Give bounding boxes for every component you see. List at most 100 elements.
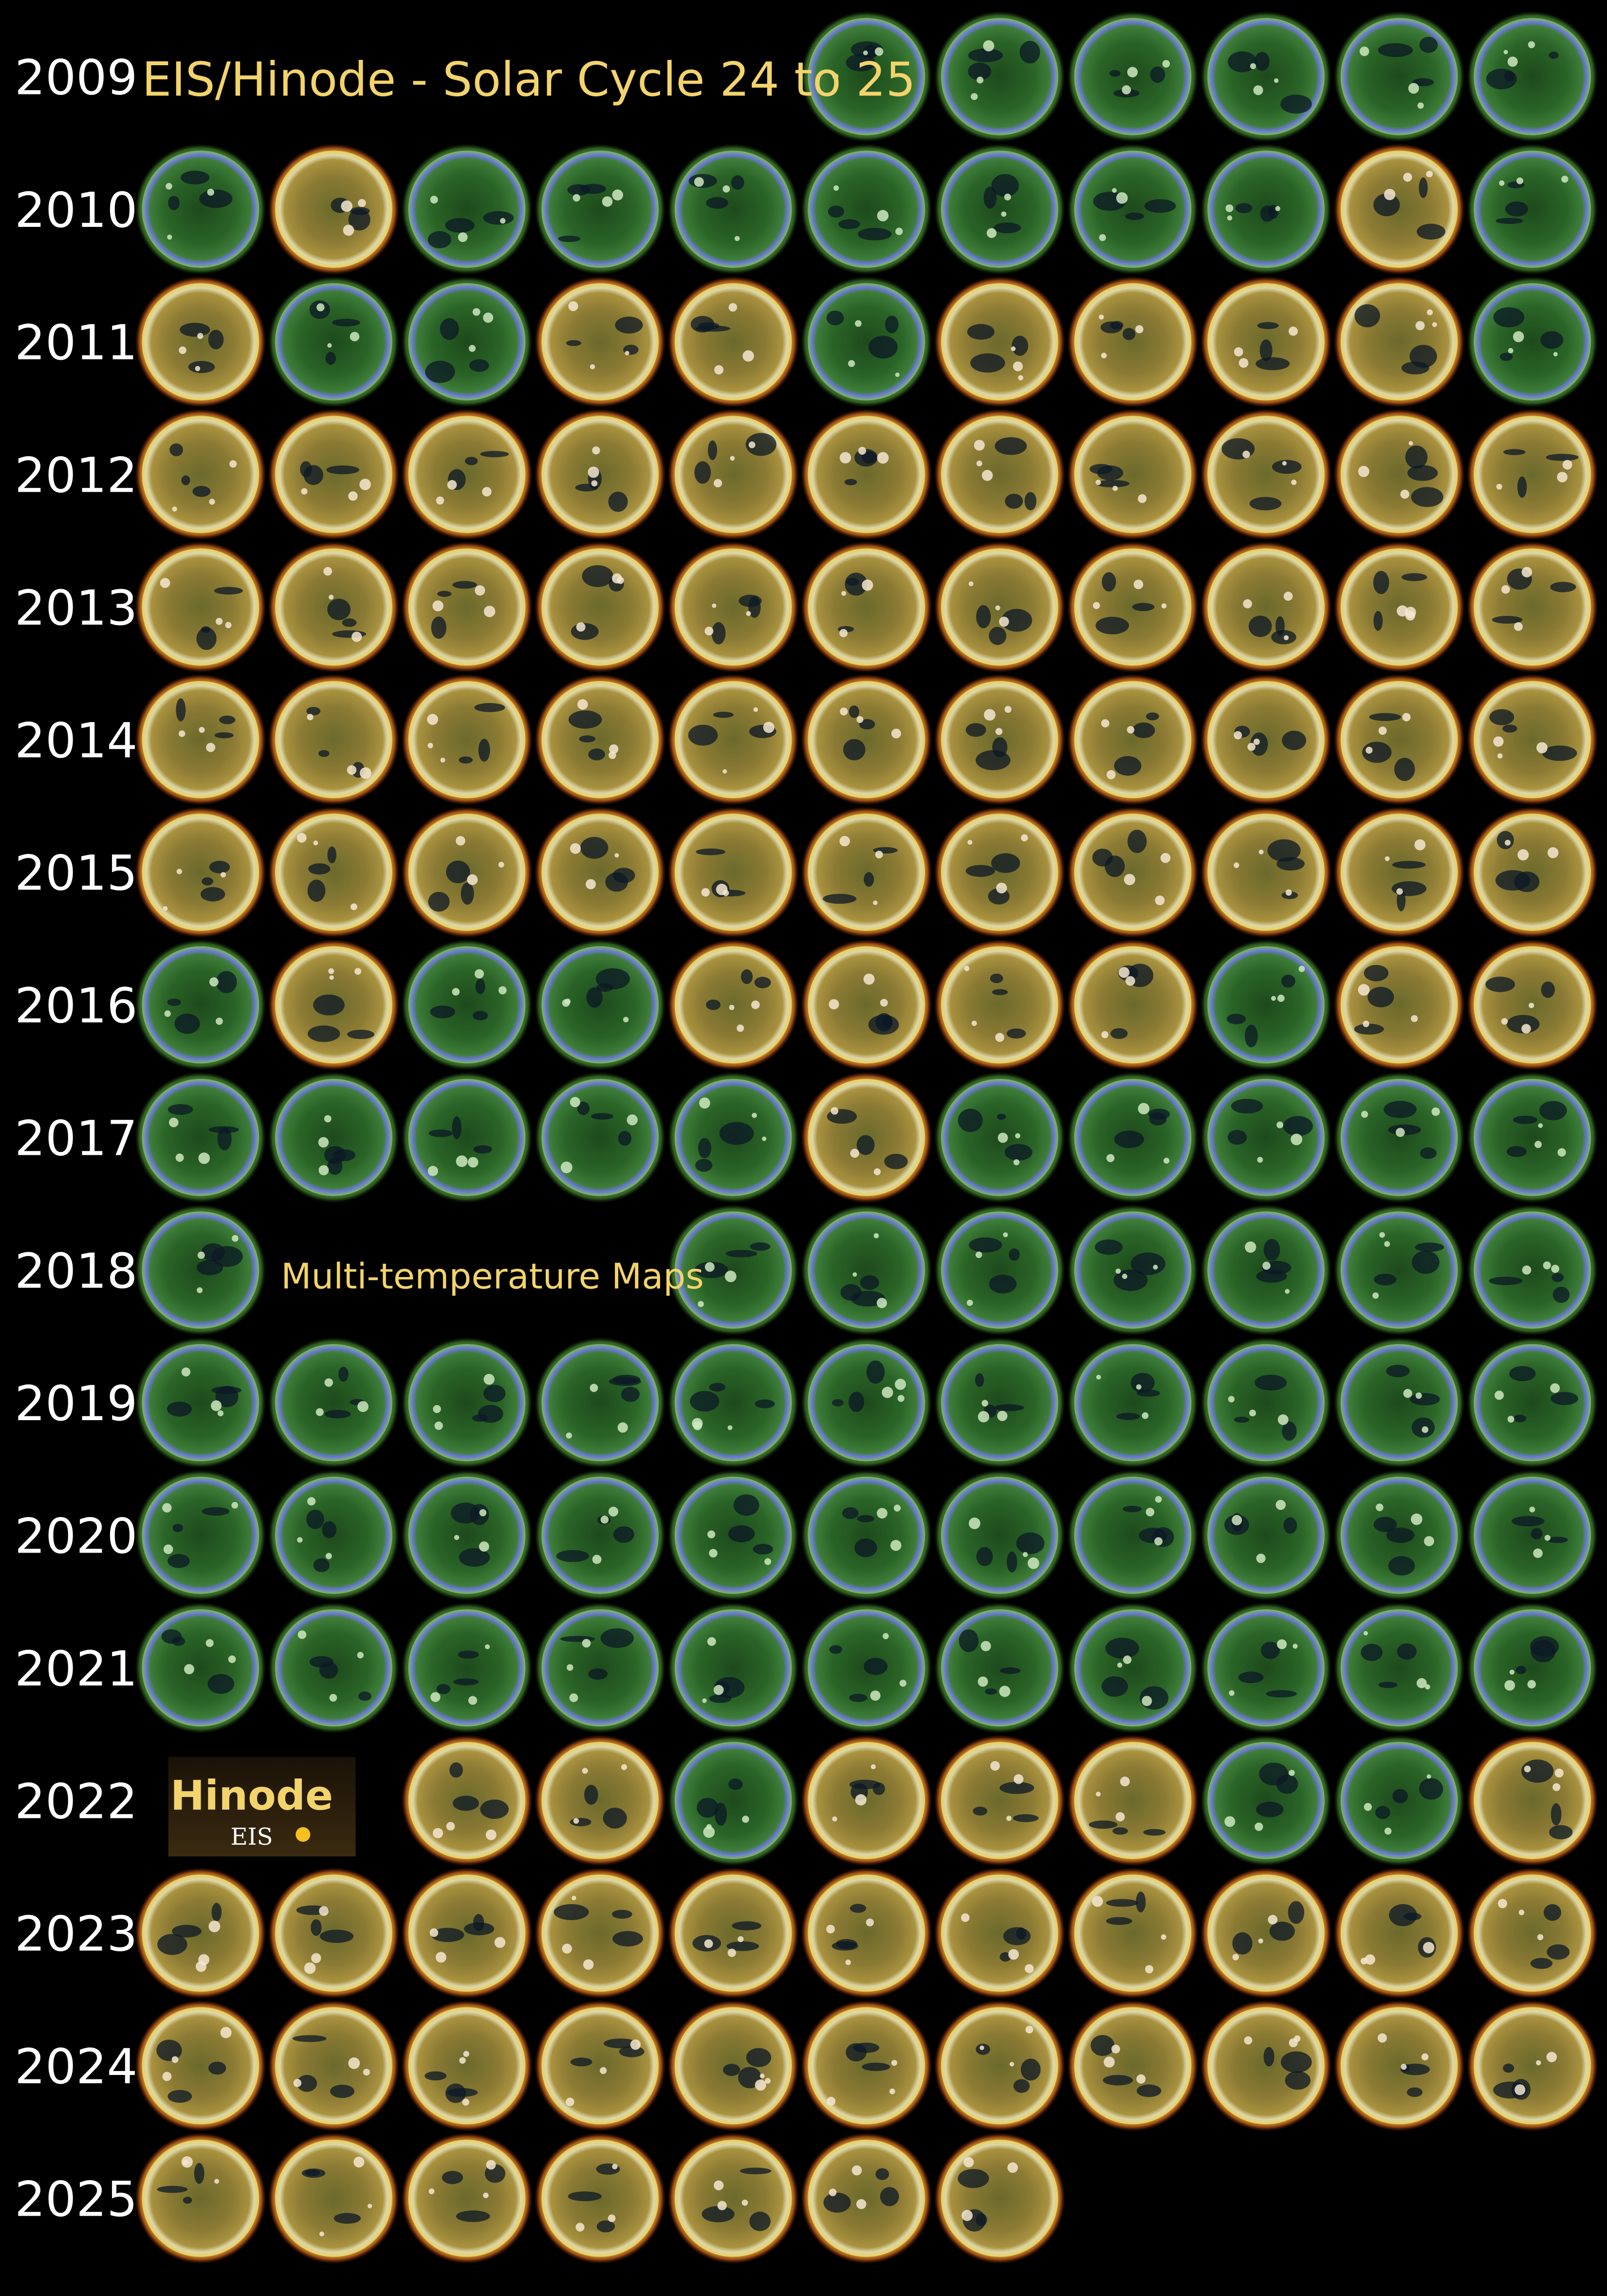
active-region [1142, 1412, 1149, 1419]
active-region [1160, 852, 1171, 863]
active-region [1521, 1024, 1531, 1034]
coronal-hole [754, 977, 771, 988]
year-label: 2018 [15, 1243, 137, 1299]
active-region [328, 968, 334, 974]
solar-map [1333, 673, 1465, 806]
coronal-hole [1547, 1944, 1570, 1960]
coronal-hole [1517, 476, 1527, 498]
solar-map [1466, 276, 1598, 408]
coronal-hole [1282, 1421, 1297, 1441]
coronal-hole [478, 739, 490, 762]
active-region [324, 1378, 333, 1387]
active-region [1513, 331, 1524, 342]
coronal-hole [180, 322, 210, 337]
active-region [729, 1004, 735, 1010]
solar-map [1466, 673, 1598, 806]
active-region [479, 1541, 489, 1552]
solar-disc [142, 416, 259, 533]
solar-disc [941, 1211, 1058, 1329]
coronal-hole [1101, 1676, 1128, 1697]
coronal-hole [201, 887, 225, 902]
coronal-hole [997, 1113, 1006, 1120]
active-region [874, 47, 884, 56]
solar-map [1333, 1204, 1465, 1336]
solar-map [134, 1336, 267, 1469]
solar-disc [1474, 1211, 1591, 1329]
active-region [895, 1378, 906, 1390]
coronal-hole [1542, 745, 1577, 761]
coronal-hole [1283, 1116, 1313, 1136]
coronal-hole [306, 706, 321, 716]
solar-disc [408, 2007, 526, 2125]
active-region [498, 986, 507, 995]
active-region [855, 1794, 867, 1806]
solar-map [401, 2132, 533, 2264]
solar-disc [275, 416, 392, 533]
solar-map [1200, 143, 1332, 275]
solar-disc [275, 814, 392, 931]
coronal-hole [586, 987, 603, 1008]
coronal-hole [1404, 1912, 1422, 1921]
coronal-hole [558, 235, 581, 242]
coronal-hole [1530, 1958, 1552, 1969]
coronal-hole [1136, 2084, 1162, 2097]
active-region [1013, 1159, 1020, 1166]
solar-disc [142, 1079, 259, 1196]
solar-map [134, 408, 267, 540]
coronal-hole [430, 1005, 455, 1018]
solar-map [134, 1867, 267, 1999]
active-region [1424, 1536, 1434, 1546]
solar-map [1200, 276, 1332, 408]
coronal-hole [1354, 1023, 1384, 1035]
solar-map [134, 1602, 267, 1734]
coronal-hole [1514, 871, 1540, 892]
solar-disc [1474, 548, 1591, 666]
coronal-hole [719, 1122, 754, 1145]
coronal-hole [690, 1391, 720, 1412]
year-label: 2015 [15, 846, 137, 902]
coronal-hole [1397, 1643, 1417, 1660]
active-region [1364, 1803, 1372, 1811]
solar-map [934, 2132, 1066, 2264]
active-region [1013, 361, 1023, 371]
solar-map [401, 806, 533, 938]
active-region [967, 839, 973, 845]
solar-disc [1207, 1874, 1325, 1992]
active-region [1426, 1774, 1431, 1779]
active-region [209, 499, 215, 505]
active-region [765, 2078, 771, 2084]
solar-map [1067, 143, 1199, 275]
active-region [698, 1301, 704, 1307]
coronal-hole [332, 318, 360, 327]
active-region [1415, 1392, 1422, 1399]
active-region [347, 765, 357, 775]
active-region [498, 862, 504, 868]
active-region [730, 456, 735, 461]
active-region [1291, 1133, 1303, 1146]
solar-map [1067, 939, 1199, 1071]
coronal-hole [168, 196, 180, 210]
coronal-hole [1013, 2079, 1030, 2093]
active-region [1027, 1557, 1039, 1569]
active-region [1262, 1261, 1271, 1270]
coronal-hole [1391, 881, 1427, 896]
active-region [845, 1960, 851, 1965]
active-region [1243, 599, 1252, 609]
coronal-hole [1283, 1517, 1297, 1534]
coronal-hole [828, 205, 845, 218]
active-region [474, 969, 484, 979]
solar-disc [408, 946, 526, 1064]
active-region [1015, 1133, 1020, 1139]
coronal-hole [1143, 1829, 1166, 1836]
active-region [459, 2057, 466, 2064]
active-region [858, 446, 867, 455]
coronal-hole [859, 719, 875, 730]
solar-disc [1474, 1874, 1591, 1992]
active-region [463, 2051, 469, 2057]
active-region [1155, 895, 1165, 906]
active-region [995, 1033, 1004, 1042]
coronal-hole [1419, 1778, 1443, 1800]
coronal-hole [161, 1629, 182, 1644]
solar-map [1333, 1734, 1465, 1867]
active-region [889, 2088, 895, 2094]
